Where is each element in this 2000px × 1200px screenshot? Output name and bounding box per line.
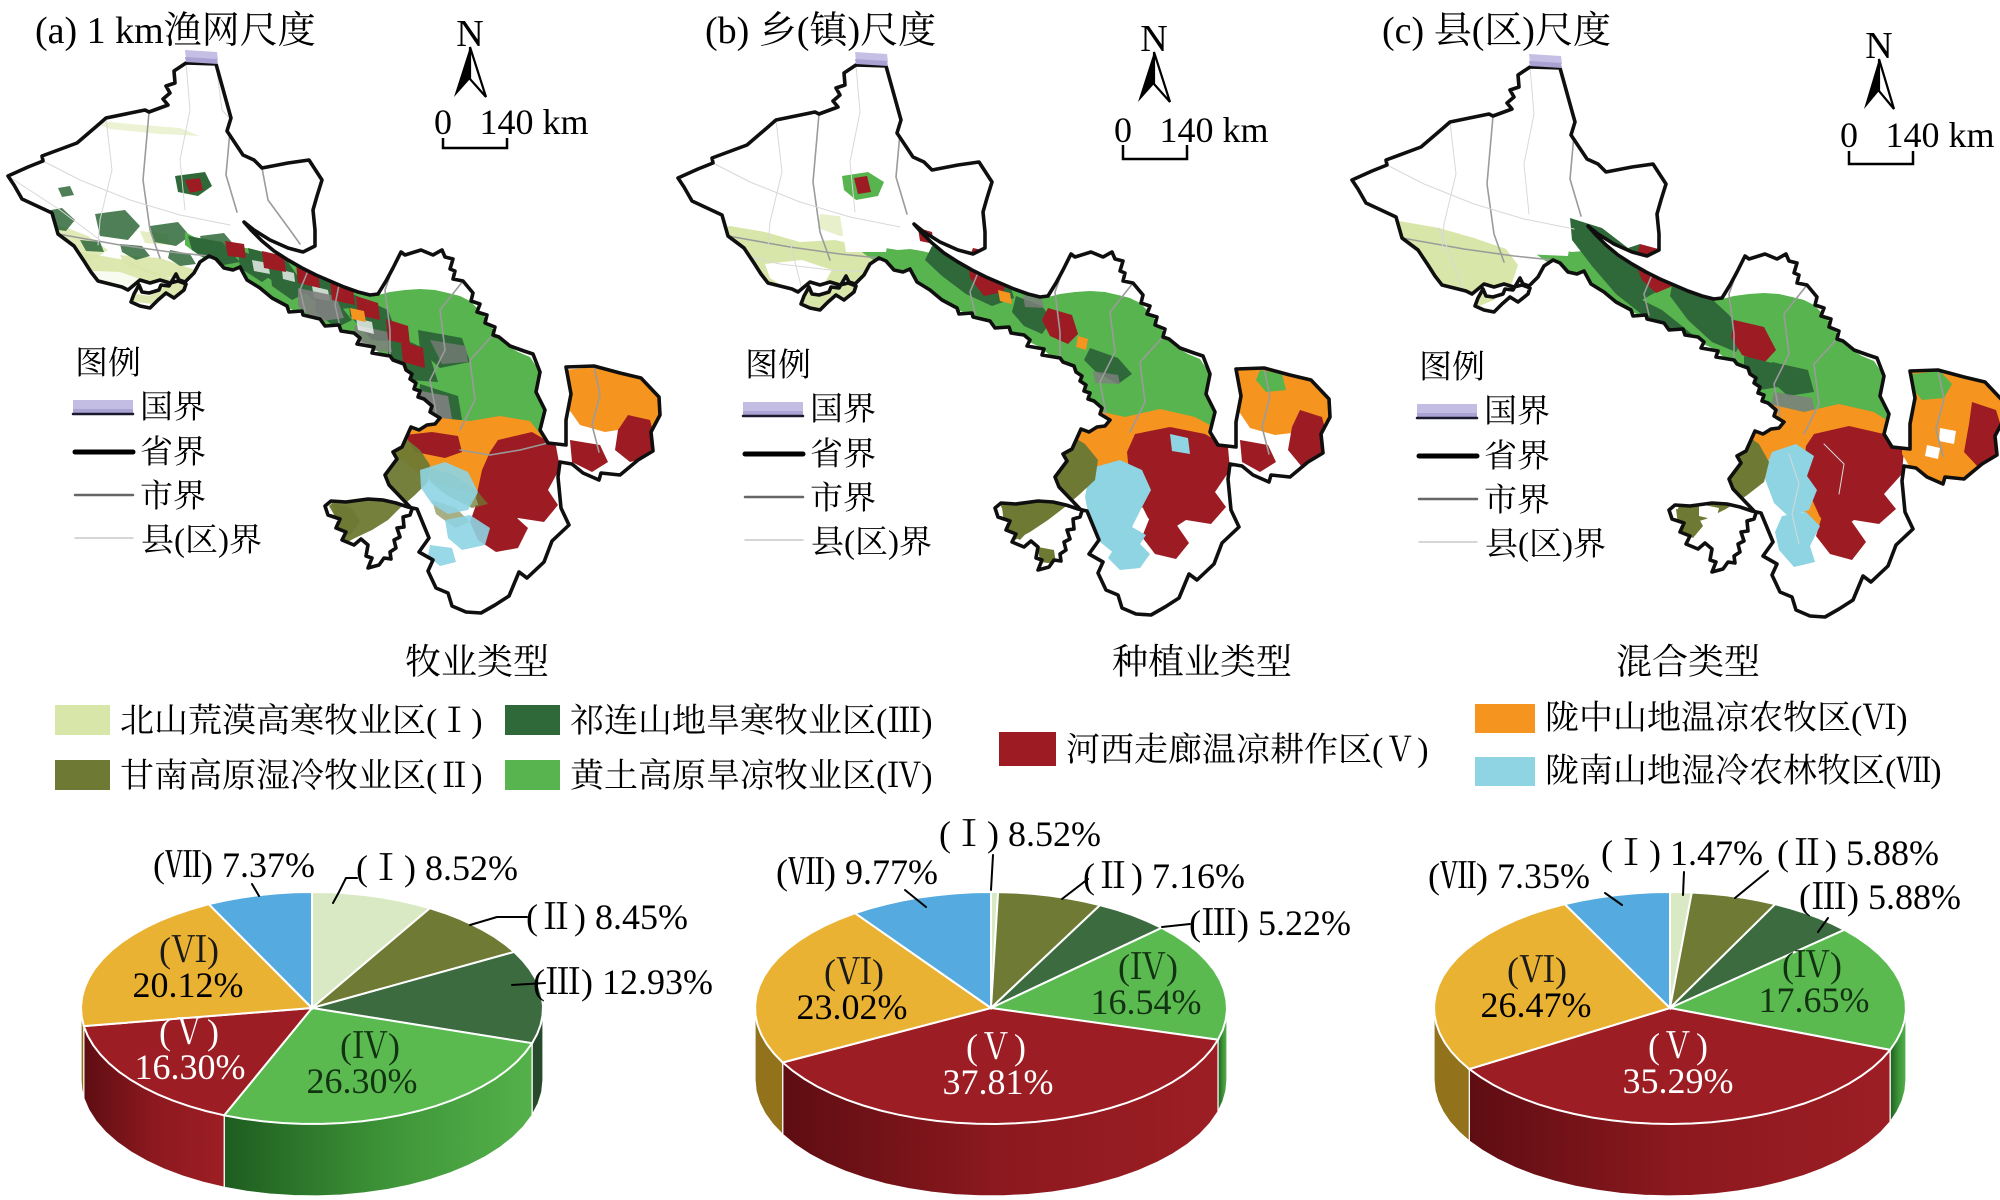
svg-text:(: (	[1472, 10, 1485, 52]
svg-text:): )	[471, 703, 482, 740]
svg-text:): )	[1696, 1026, 1708, 1066]
svg-text:(: (	[1782, 945, 1794, 985]
svg-text:(: (	[1428, 856, 1440, 896]
svg-text:(: (	[1648, 1026, 1660, 1066]
svg-text:): )	[207, 930, 219, 970]
svg-text:) 9.77%: ) 9.77%	[824, 852, 938, 892]
svg-text:(b): (b)	[705, 10, 759, 52]
svg-text:): )	[207, 1012, 219, 1052]
svg-text:(: (	[533, 962, 545, 1002]
svg-text:0: 0	[434, 102, 452, 142]
svg-text:(: (	[1777, 833, 1789, 873]
svg-text:): )	[872, 952, 884, 992]
svg-text:(a) 1 km: (a) 1 km	[35, 10, 164, 52]
svg-text:(: (	[1885, 753, 1896, 790]
svg-text:(: (	[1851, 700, 1862, 737]
svg-text:): )	[471, 758, 482, 795]
svg-text:(: (	[426, 703, 437, 740]
svg-text:37.81%: 37.81%	[943, 1062, 1054, 1102]
svg-text:(: (	[1372, 732, 1383, 769]
svg-text:): )	[1417, 732, 1428, 769]
svg-text:): )	[1555, 950, 1567, 990]
svg-text:) 8.45%: ) 8.45%	[574, 897, 688, 937]
svg-text:(: (	[939, 814, 951, 854]
svg-text:(: (	[153, 845, 165, 885]
svg-text:) 8.52%: ) 8.52%	[404, 848, 518, 888]
svg-text:35.29%: 35.29%	[1623, 1061, 1734, 1101]
svg-text:(: (	[356, 848, 368, 888]
svg-text:) 5.88%: ) 5.88%	[1847, 877, 1961, 917]
svg-text:): )	[921, 703, 932, 740]
svg-text:) 5.22%: ) 5.22%	[1237, 903, 1351, 943]
svg-text:): )	[1014, 1027, 1026, 1067]
svg-text:(c): (c)	[1382, 10, 1434, 52]
svg-text:): )	[1562, 527, 1573, 563]
svg-text:): )	[388, 1026, 400, 1066]
svg-text:16.54%: 16.54%	[1091, 982, 1202, 1022]
svg-text:) 7.35%: ) 7.35%	[1476, 856, 1590, 896]
svg-text:) 12.93%: ) 12.93%	[581, 962, 713, 1002]
svg-text:140 km: 140 km	[1159, 110, 1268, 150]
svg-text:) 1.47%: ) 1.47%	[1649, 833, 1763, 873]
svg-text:): )	[921, 758, 932, 795]
svg-text:): )	[1522, 10, 1535, 52]
svg-text:20.12%: 20.12%	[133, 965, 244, 1005]
svg-text:(: (	[174, 523, 185, 559]
svg-text:26.30%: 26.30%	[307, 1061, 418, 1101]
svg-text:(: (	[1799, 877, 1811, 917]
svg-text:): )	[888, 525, 899, 561]
svg-text:(: (	[340, 1026, 352, 1066]
svg-text:0: 0	[1840, 115, 1858, 155]
svg-text:): )	[1830, 945, 1842, 985]
svg-text:) 5.88%: ) 5.88%	[1825, 833, 1939, 873]
svg-text:140 km: 140 km	[1885, 115, 1994, 155]
svg-text:(: (	[1189, 903, 1201, 943]
svg-text:(: (	[159, 1012, 171, 1052]
svg-text:26.47%: 26.47%	[1481, 985, 1592, 1025]
svg-text:(: (	[1601, 833, 1613, 873]
svg-text:(: (	[824, 952, 836, 992]
svg-text:(: (	[526, 897, 538, 937]
svg-text:17.65%: 17.65%	[1759, 980, 1870, 1020]
svg-text:(: (	[1118, 947, 1130, 987]
svg-text:(: (	[426, 758, 437, 795]
svg-text:): )	[1896, 700, 1907, 737]
svg-text:23.02%: 23.02%	[797, 987, 908, 1027]
svg-text:(: (	[966, 1027, 978, 1067]
svg-text:) 7.37%: ) 7.37%	[201, 845, 315, 885]
svg-text:): )	[218, 523, 229, 559]
svg-text:(: (	[1083, 856, 1095, 896]
svg-text:(: (	[1518, 527, 1529, 563]
svg-text:): )	[1166, 947, 1178, 987]
svg-text:(: (	[876, 758, 887, 795]
svg-text:) 7.16%: ) 7.16%	[1131, 856, 1245, 896]
svg-text:140 km: 140 km	[479, 102, 588, 142]
svg-text:0: 0	[1114, 110, 1132, 150]
svg-text:(: (	[797, 10, 810, 52]
svg-text:): )	[848, 10, 861, 52]
svg-text:(: (	[776, 852, 788, 892]
svg-text:) 8.52%: ) 8.52%	[987, 814, 1101, 854]
svg-text:): )	[1930, 753, 1941, 790]
svg-text:(: (	[844, 525, 855, 561]
svg-text:16.30%: 16.30%	[135, 1047, 246, 1087]
svg-text:(: (	[1507, 950, 1519, 990]
svg-text:(: (	[876, 703, 887, 740]
svg-text:(: (	[159, 930, 171, 970]
